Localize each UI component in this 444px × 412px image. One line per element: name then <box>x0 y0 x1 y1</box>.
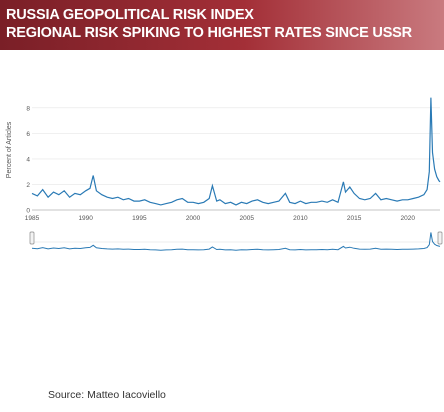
y-tick-label: 6 <box>26 131 30 138</box>
x-tick-label: 2000 <box>186 215 201 222</box>
source-note: Source: Matteo Iacoviello <box>48 389 166 401</box>
x-axis-ticks: 1985 1990 1995 2000 2005 2010 2015 2020 <box>25 215 416 222</box>
y-axis-label: Percent of Articles <box>6 121 13 178</box>
chart-subtitle: REGIONAL RISK SPIKING TO HIGHEST RATES S… <box>6 25 412 41</box>
range-navigator[interactable] <box>29 231 443 251</box>
line-chart: 0 2 4 6 8 Percent of Articles 1985 1990 1995 20… <box>6 97 443 251</box>
y-tick-label: 4 <box>26 156 30 163</box>
series-line <box>31 97 441 206</box>
x-tick-label: 2010 <box>293 215 308 222</box>
chart-title: RUSSIA GEOPOLITICAL RISK INDEX <box>6 7 254 23</box>
y-axis-ticks: 0 2 4 6 8 <box>26 105 30 214</box>
x-tick-label: 2020 <box>401 215 416 222</box>
navigator-right-handle[interactable] <box>437 231 443 245</box>
x-tick-label: 1995 <box>132 215 147 222</box>
grid <box>32 107 440 211</box>
x-tick-label: 1985 <box>25 215 40 222</box>
y-tick-label: 2 <box>26 182 30 189</box>
y-tick-label: 0 <box>26 208 30 215</box>
x-tick-label: 2005 <box>240 215 255 222</box>
y-tick-label: 8 <box>26 105 30 112</box>
x-tick-label: 1990 <box>78 215 93 222</box>
navigator-left-handle[interactable] <box>29 231 35 245</box>
x-tick-label: 2015 <box>347 215 362 222</box>
navigator-line <box>31 232 441 251</box>
title-banner: RUSSIA GEOPOLITICAL RISK INDEX REGIONAL … <box>0 0 444 50</box>
